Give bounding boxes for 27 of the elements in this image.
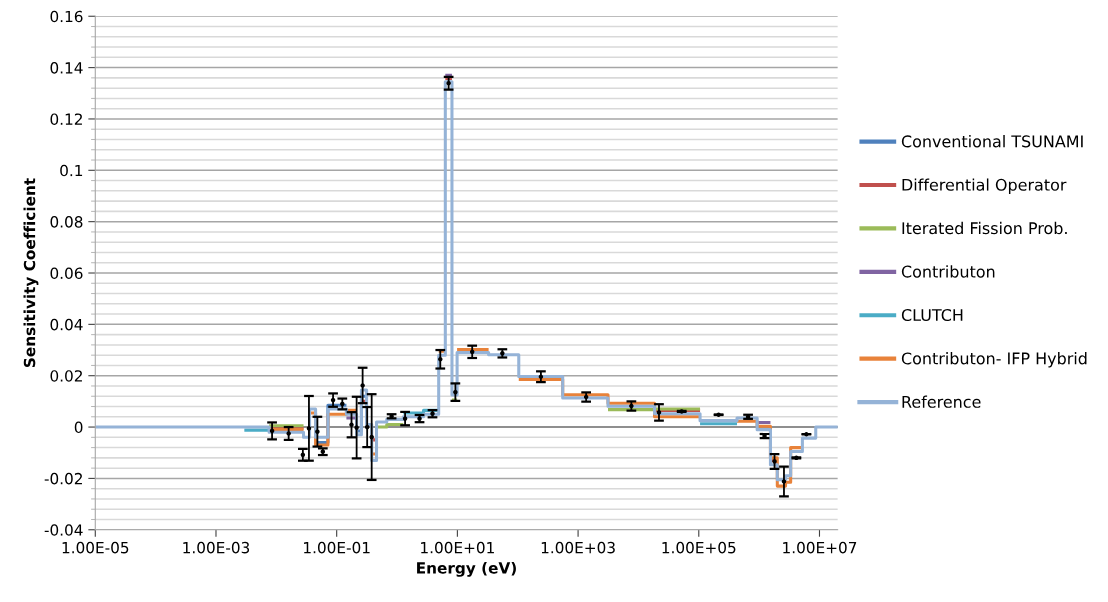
y-tick-label: 0.14: [50, 62, 83, 74]
legend-label: CLUTCH: [901, 308, 963, 322]
legend-label: Iterated Fission Prob.: [902, 221, 1067, 235]
y-tick-label: -0.02: [44, 472, 82, 485]
y-axis-title: Sensitivity Coefficient: [23, 178, 39, 368]
x-tick-label: 1.00E+07: [783, 541, 857, 554]
legend-label: Contributon: [901, 265, 995, 278]
y-tick-label: 0.16: [50, 10, 83, 23]
y-tick-label: -0.04: [44, 524, 83, 536]
y-tick-label: 0.02: [50, 370, 82, 382]
x-tick-label: 1.00E-05: [62, 541, 129, 554]
x-tick-label: 1.00E-03: [183, 541, 250, 554]
legend-label: Reference: [902, 395, 981, 408]
y-tick-label: 0.12: [50, 113, 82, 125]
x-tick-label: 1.00E+01: [421, 541, 494, 554]
y-tick-label: 0.06: [50, 267, 83, 280]
y-tick-label: 0.1: [60, 164, 83, 177]
x-tick-label: 1.00E-01: [304, 541, 370, 554]
x-tick-label: 1.00E+05: [662, 541, 736, 554]
y-tick-label: 0.08: [50, 216, 83, 228]
legend-label: Differential Operator: [902, 178, 1067, 194]
legend-label: Conventional TSUNAMI: [901, 135, 1083, 148]
y-tick-label: 0.04: [50, 318, 83, 331]
y-tick-label: 0: [74, 421, 83, 434]
x-axis-title: Energy (eV): [417, 561, 516, 577]
x-tick-label: 1.00E+03: [541, 541, 615, 554]
legend-label: Contributon- IFP Hybrid: [901, 352, 1087, 368]
